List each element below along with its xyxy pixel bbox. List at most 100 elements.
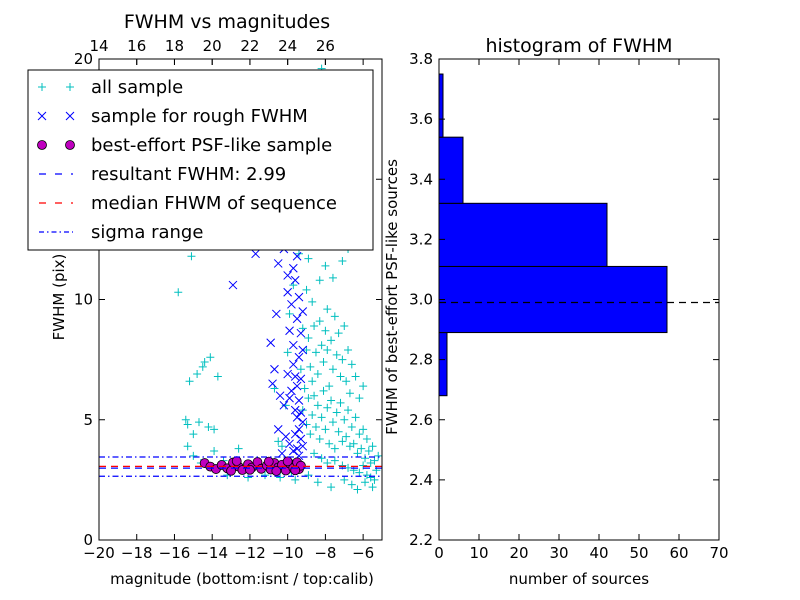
all-sample-point [302, 346, 311, 355]
hist-x-tick-label: 60 [669, 544, 688, 562]
all-sample-point [332, 350, 341, 359]
all-sample-point [349, 439, 358, 448]
rough-sample-point [273, 425, 283, 434]
all-sample-point [342, 432, 351, 441]
x-tick-label: −6 [352, 544, 374, 562]
all-sample-point [315, 434, 324, 443]
all-sample-point [325, 439, 334, 448]
all-sample-point [351, 413, 360, 422]
all-sample-point [311, 348, 320, 357]
hist-y-tick-label: 2.4 [409, 471, 433, 489]
all-sample-point [278, 442, 287, 451]
all-sample-point [319, 386, 328, 395]
scatter-title: FWHM vs magnitudes [124, 11, 330, 33]
hist-y-tick-label: 3.2 [409, 230, 433, 248]
all-sample-point [311, 422, 320, 431]
all-sample-point [306, 430, 315, 439]
all-sample-point [321, 261, 330, 270]
histogram-axes: 0 10 20 30 40 50 60 70 2.2 2.4 2.6 2.8 3.0 3.2 3.4 3.6 3… [409, 50, 728, 562]
all-sample-point [340, 321, 349, 330]
all-sample-point [325, 382, 334, 391]
all-sample-point [304, 333, 313, 342]
scatter-x-axis-label: magnitude (bottom:isnt / top:calib) [110, 570, 374, 588]
rough-sample-point [288, 340, 298, 350]
all-sample-point [330, 444, 339, 453]
all-sample-point [323, 459, 332, 468]
all-sample-point [357, 444, 366, 453]
rough-sample-point [268, 379, 277, 389]
all-sample-point [304, 394, 313, 403]
rough-sample-point [281, 432, 291, 441]
all-sample-point [330, 456, 339, 465]
all-sample-point [313, 401, 322, 410]
all-sample-point [323, 305, 332, 314]
histogram-bar [438, 136, 464, 204]
rough-sample-point [283, 287, 293, 297]
all-sample-point [347, 360, 356, 369]
hist-y-tick-label: 3.4 [409, 170, 433, 188]
rough-sample-point [292, 381, 302, 391]
rough-sample-point [296, 408, 306, 417]
legend-x-marker [37, 111, 47, 121]
all-sample-point [361, 478, 370, 487]
all-sample-point [347, 480, 356, 489]
hist-y-tick-label: 2.6 [409, 411, 433, 429]
legend-label: sample for rough FWHM [91, 106, 308, 127]
all-sample-point [181, 415, 190, 424]
all-sample-point [310, 391, 319, 400]
rough-sample-point [283, 271, 293, 280]
all-sample-point [347, 422, 356, 431]
x-tick-label: −16 [159, 544, 191, 562]
all-sample-point [189, 451, 198, 460]
rough-sample-point [279, 400, 289, 410]
all-sample-point [310, 449, 319, 458]
rough-sample-point [283, 369, 293, 379]
all-sample-point [327, 483, 336, 492]
all-sample-point [336, 398, 345, 407]
histogram-bar [438, 265, 668, 334]
legend-label: sigma range [91, 222, 203, 243]
scatter-y-axis-label: FWHM (pix) [50, 254, 68, 341]
all-sample-point [368, 483, 377, 492]
all-sample-point [338, 437, 347, 446]
all-sample-point [374, 451, 382, 460]
rough-sample-point [290, 275, 300, 285]
y-tick-label: 20 [74, 50, 93, 68]
histogram-panel: histogram of FWHM 0 10 20 30 40 50 60 70 2.2 2.4 2… [383, 35, 729, 588]
rough-sample-point [290, 372, 300, 381]
rough-sample-point [296, 328, 306, 338]
rough-sample-point [290, 405, 300, 415]
all-sample-point [319, 358, 328, 367]
series-2 [199, 456, 306, 476]
scatter-panel: FWHM vs magnitudes −20 −18 −16 −14 −12 −10 −8−… [27, 11, 383, 588]
legend-circle-marker [65, 140, 75, 150]
all-sample-point [193, 370, 202, 379]
all-sample-point [328, 365, 337, 374]
all-sample-point [308, 297, 317, 306]
all-sample-point [313, 478, 322, 487]
rough-sample-point [292, 412, 302, 422]
all-sample-point [210, 447, 219, 456]
y-tick-label: 10 [74, 291, 93, 309]
hist-x-tick-label: 50 [629, 544, 648, 562]
rough-sample-point [288, 360, 298, 369]
hist-x-tick-label: 40 [589, 544, 608, 562]
y-tick-label: 5 [83, 411, 93, 429]
all-sample-point [200, 358, 209, 367]
psf-sample-point [263, 456, 274, 467]
all-sample-point [261, 471, 270, 480]
all-sample-point [327, 336, 336, 345]
all-sample-point [338, 257, 347, 266]
histogram-title: histogram of FWHM [485, 35, 672, 57]
rough-sample-point [271, 309, 281, 319]
all-sample-point [355, 468, 364, 477]
all-sample-point [323, 346, 332, 355]
all-sample-point [189, 430, 198, 439]
all-sample-point [353, 449, 362, 458]
x-tick-label: −14 [196, 544, 228, 562]
all-sample-point [183, 420, 192, 429]
rough-sample-point [294, 352, 304, 362]
rough-sample-point [266, 338, 276, 348]
all-sample-point [296, 365, 305, 374]
all-sample-point [300, 384, 309, 393]
